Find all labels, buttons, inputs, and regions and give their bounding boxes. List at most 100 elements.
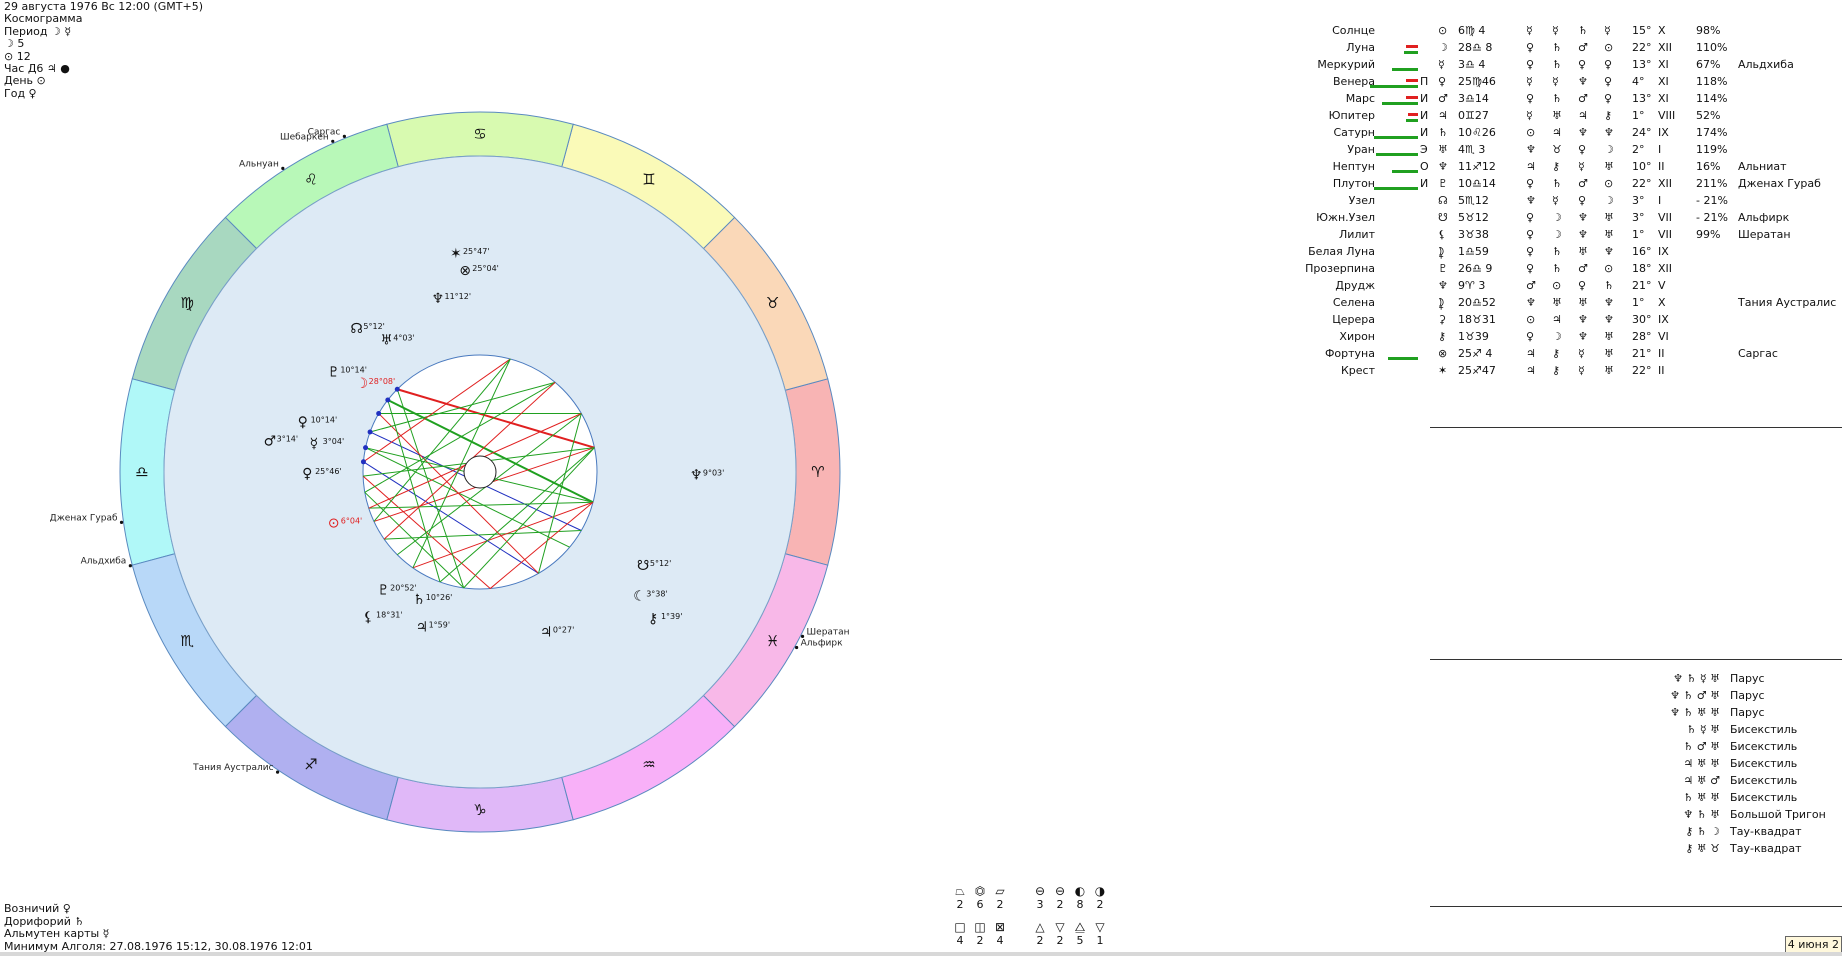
aspect-stat-icon: △ bbox=[1035, 920, 1045, 934]
planet-glyph-icon[interactable]: ♅ bbox=[380, 332, 393, 348]
planet-glyph-icon[interactable]: ☽ bbox=[356, 376, 369, 392]
planet-row[interactable]: Южн.Узел ☋ 5♉12 ♀ ☽ ♆ ♅ 3° VII - 21% Альфирк bbox=[1280, 211, 1842, 228]
conjunct-star: Дженах Гураб bbox=[1738, 177, 1821, 190]
planet-row[interactable]: Церера ⚳ 18♉31 ⊙ ♃ ♆ ♆ 30° IX bbox=[1280, 313, 1842, 330]
aspect-line bbox=[368, 501, 594, 509]
aspect-config-row[interactable]: ⚷ ♅ ♉ Тау-квадрат bbox=[1660, 842, 1842, 859]
aspect-stat-icon: ⏥ bbox=[995, 884, 1005, 898]
planet-glyph-icon[interactable]: ♄ bbox=[413, 592, 426, 608]
planet-row[interactable]: Селена ⯝ 20♎52 ♆ ♅ ♅ ♆ 1° X Тания Аустралис bbox=[1280, 296, 1842, 313]
planet-position: 11♐12 bbox=[1458, 160, 1496, 173]
planet-row[interactable]: Уран Э ♅ 4♏ 3 ♆ ♉ ♀ ☽ 2° I 119% bbox=[1280, 143, 1842, 160]
ruler-1: ♀ bbox=[1526, 228, 1535, 241]
fixed-star-label: Саргас bbox=[308, 127, 341, 137]
planet-row[interactable]: Хирон ⚷ 1♉39 ♀ ☽ ♆ ♅ 28° VI bbox=[1280, 330, 1842, 347]
strength-bar-green bbox=[1374, 136, 1418, 139]
planet-glyph-icon[interactable]: ⊙ bbox=[328, 515, 340, 531]
planet-row[interactable]: Узел ☊ 5♏12 ♆ ☿ ♀ ☽ 3° I - 21% bbox=[1280, 194, 1842, 211]
aspect-config-row[interactable]: ♄ ☿ ♅ Бисекстиль bbox=[1660, 723, 1842, 740]
planet-name: Церера bbox=[1332, 313, 1375, 326]
aspect-stat: ⧋ 5 bbox=[1070, 920, 1090, 947]
ruler-2: ☿ bbox=[1552, 194, 1559, 207]
planet-glyph-icon[interactable]: ⊗ bbox=[459, 263, 471, 279]
planet-glyph: ☿ bbox=[1438, 58, 1445, 71]
planet-glyph-icon[interactable]: ♆ bbox=[431, 291, 444, 307]
planet-dignity: И bbox=[1420, 92, 1429, 105]
planet-glyph-icon[interactable]: ♇ bbox=[377, 583, 390, 599]
aspect-config-row[interactable]: ♄ ♅ ♅ Бисекстиль bbox=[1660, 791, 1842, 808]
aspect-line bbox=[378, 413, 539, 574]
ruler-4: ♆ bbox=[1604, 245, 1614, 258]
aspect-config-row[interactable]: ⚷ ♄ ☽ Тау-квадрат bbox=[1660, 825, 1842, 842]
ruler-3: ♂ bbox=[1578, 92, 1588, 105]
planet-row[interactable]: Солнце ⊙ 6♍ 4 ☿ ☿ ♄ ☿ 15° X 98% bbox=[1280, 24, 1842, 41]
planet-position: 10♎14 bbox=[1458, 177, 1496, 190]
ruler-2: ☽ bbox=[1552, 211, 1562, 224]
planet-glyph-icon[interactable]: ☋ bbox=[637, 558, 649, 574]
aspect-config-row[interactable]: ♃ ♅ ♂ Бисекстиль bbox=[1660, 774, 1842, 791]
conjunct-star: Шератан bbox=[1738, 228, 1791, 241]
aspect-stat-icon: ⏢ bbox=[955, 884, 965, 898]
aspect-config-name: Парус bbox=[1730, 672, 1765, 685]
aspect-config-row[interactable]: ♆ ♄ ♅ ♅ Парус bbox=[1660, 706, 1842, 723]
aspect-stat-count: 1 bbox=[1096, 934, 1104, 947]
aspect-stat-icon: ⏣ bbox=[974, 884, 986, 898]
ruler-4: ⊙ bbox=[1604, 41, 1614, 54]
planet-row[interactable]: Нептун О ♆ 11♐12 ♃ ⚷ ☿ ♅ 10° II 16% Альниат bbox=[1280, 160, 1842, 177]
fixed-star-label: Тания Аустралис bbox=[192, 763, 274, 773]
planet-glyph-icon[interactable]: ☊ bbox=[350, 321, 362, 337]
fixed-star-dot bbox=[275, 770, 280, 774]
planet-row[interactable]: Венера П ♀ 25♍46 ☿ ☿ ♆ ♀ 4° XI 118% bbox=[1280, 75, 1842, 92]
planet-name: Меркурий bbox=[1317, 58, 1375, 71]
planet-row[interactable]: Крест ✶ 25♐47 ♃ ⚷ ☿ ♅ 22° II bbox=[1280, 364, 1842, 381]
planet-glyph-icon[interactable]: ☾ bbox=[633, 589, 646, 605]
planet-row[interactable]: Луна ☽ 28♎ 8 ♀ ♄ ♂ ⊙ 22° XII 110% bbox=[1280, 41, 1842, 58]
planet-row[interactable]: Юпитер И ♃ 0♊27 ☿ ♅ ♃ ⚷ 1° VIII 52% bbox=[1280, 109, 1842, 126]
planet-row[interactable]: Сатурн И ♄ 10♌26 ⊙ ♃ ♆ ♆ 24° IX 174% bbox=[1280, 126, 1842, 143]
house-degree: 16° bbox=[1632, 245, 1652, 258]
planet-row[interactable]: Меркурий ☿ 3♎ 4 ♀ ♄ ♀ ♀ 13° XI 67% Альдхиба bbox=[1280, 58, 1842, 75]
strength-percent: 114% bbox=[1696, 92, 1728, 105]
planet-glyph-icon[interactable]: ✶ bbox=[450, 246, 462, 262]
planet-glyph: ⚷ bbox=[1438, 330, 1447, 343]
planet-row[interactable]: Марс И ♂ 3♎14 ♀ ♄ ♂ ♀ 13° XI 114% bbox=[1280, 92, 1842, 109]
aspect-stat-count: 2 bbox=[956, 898, 964, 911]
planet-row[interactable]: Прозерпина ♇ 26♎ 9 ♀ ♄ ♂ ⊙ 18° XII bbox=[1280, 262, 1842, 279]
aspect-config-row[interactable]: ♆ ♄ ♅ Большой Тригон bbox=[1660, 808, 1842, 825]
planet-row[interactable]: Друдж ♆ 9♈ 3 ♂ ⊙ ♀ ♄ 21° V bbox=[1280, 279, 1842, 296]
conjunct-star: Тания Аустралис bbox=[1738, 296, 1837, 309]
planet-glyph-icon[interactable]: ♀ bbox=[298, 415, 308, 431]
house-degree: 21° bbox=[1632, 279, 1652, 292]
planet-glyph-icon[interactable]: ♃ bbox=[540, 624, 553, 640]
aspect-stat-count: 2 bbox=[1096, 898, 1104, 911]
planet-glyph-icon[interactable]: ♆ bbox=[690, 467, 703, 483]
planet-position: 26♎ 9 bbox=[1458, 262, 1493, 275]
aspect-config-glyphs: ⚷ ♄ ☽ bbox=[1685, 825, 1720, 838]
planet-glyph-icon[interactable]: ⚷ bbox=[648, 611, 658, 627]
aspect-stat: ◐ 8 bbox=[1070, 884, 1090, 911]
date-badge[interactable]: 4 июня 2 bbox=[1784, 936, 1842, 953]
planet-row[interactable]: Плутон И ♇ 10♎14 ♀ ♄ ♂ ⊙ 22° XII 211% Дженах Гураб bbox=[1280, 177, 1842, 194]
planet-glyph-icon[interactable]: ⚸ bbox=[363, 610, 373, 626]
ruler-2: ⚷ bbox=[1552, 347, 1561, 360]
planet-name: Солнце bbox=[1332, 24, 1375, 37]
planet-row[interactable]: Фортуна ⊗ 25♐ 4 ♃ ⚷ ☿ ♅ 21° II Саргас bbox=[1280, 347, 1842, 364]
aspect-config-row[interactable]: ♃ ♅ ♅ Бисекстиль bbox=[1660, 757, 1842, 774]
planet-glyph-icon[interactable]: ☿ bbox=[310, 436, 319, 452]
planet-glyph-icon[interactable]: ♀ bbox=[302, 466, 312, 482]
aspect-config-row[interactable]: ♄ ♂ ♅ Бисекстиль bbox=[1660, 740, 1842, 757]
planet-row[interactable]: Белая Луна ⯝ 1♎59 ♀ ♄ ♅ ♆ 16° IX bbox=[1280, 245, 1842, 262]
aspect-stat-count: 2 bbox=[996, 898, 1004, 911]
planet-glyph-icon[interactable]: ♃ bbox=[416, 619, 429, 635]
aspect-config-row[interactable]: ♆ ♄ ♂ ♅ Парус bbox=[1660, 689, 1842, 706]
ruler-3: ♆ bbox=[1578, 75, 1588, 88]
planet-degree-label: 1°59' bbox=[429, 620, 450, 629]
chart-datetime: 29 августа 1976 Вс 12:00 (GMT+5) bbox=[4, 0, 204, 13]
aspect-config-row[interactable]: ♆ ♄ ☿ ♅ Парус bbox=[1660, 672, 1842, 689]
aspect-stat: ⏣ 6 bbox=[970, 884, 990, 911]
planet-glyph-icon[interactable]: ♂ bbox=[264, 433, 277, 449]
planet-row[interactable]: Лилит ⚸ 3♉38 ♀ ☽ ♆ ♅ 1° VII 99% Шератан bbox=[1280, 228, 1842, 245]
planet-glyph-icon[interactable]: ♇ bbox=[327, 365, 340, 381]
